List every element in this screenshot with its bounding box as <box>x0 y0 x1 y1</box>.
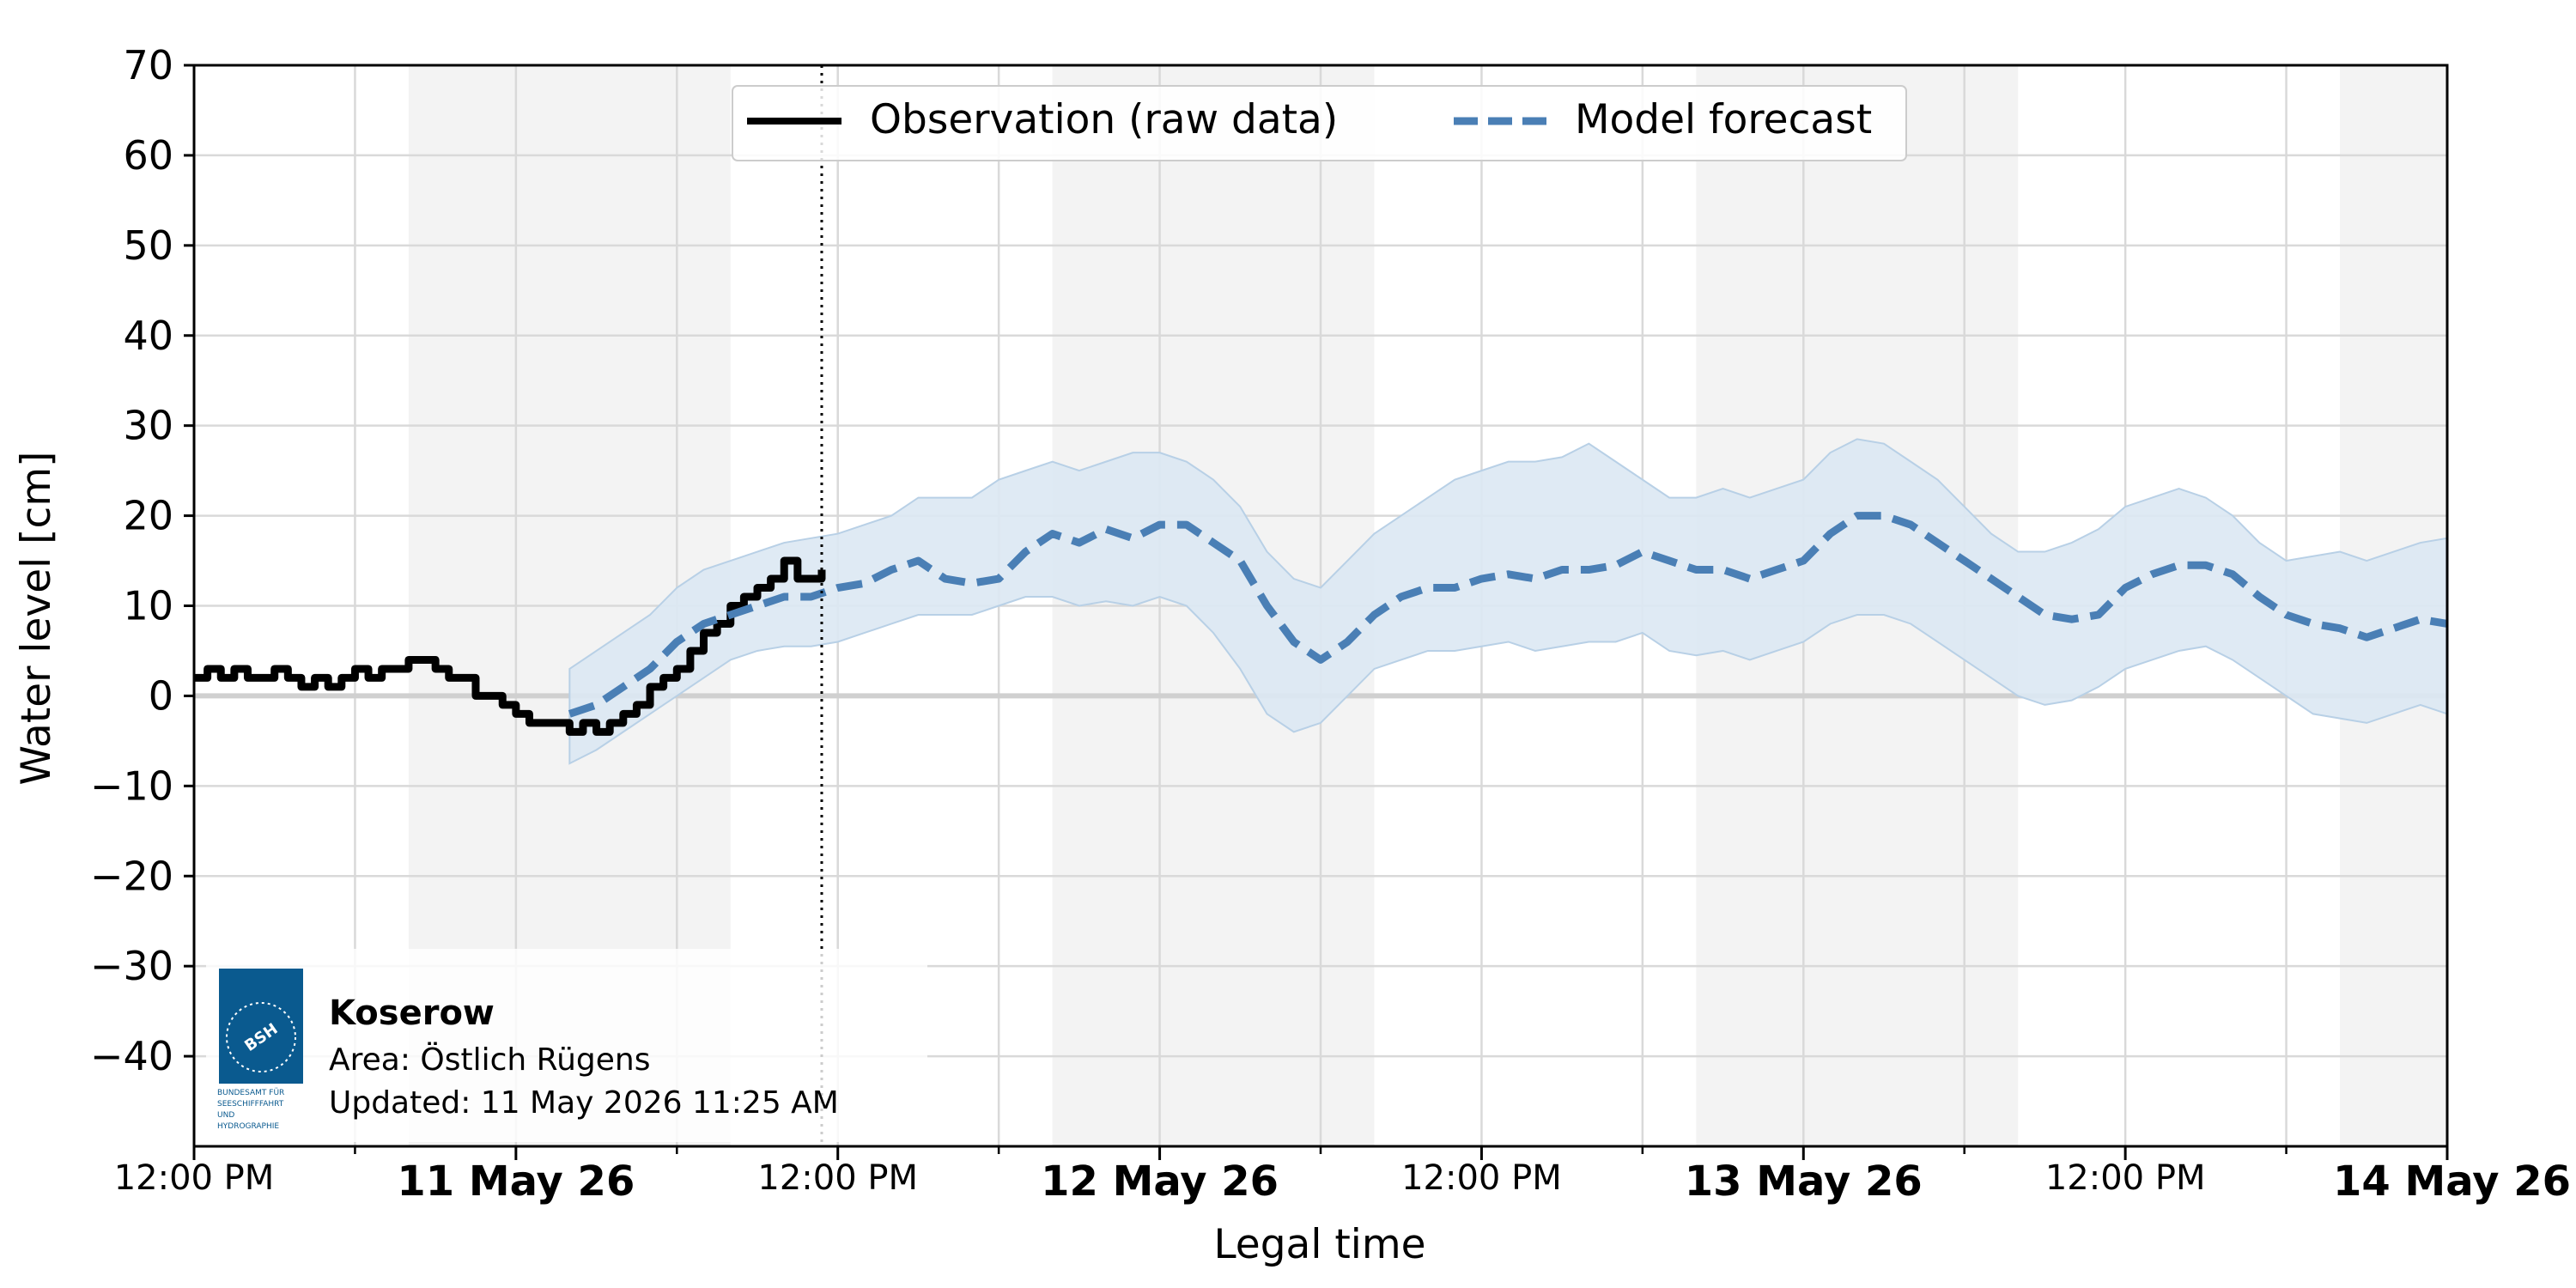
y-axis-ticks: 70 60 50 40 30 20 10 0 −10 −20 −30 −40 <box>90 42 194 1079</box>
x-tick-label: 12:00 PM <box>114 1158 275 1198</box>
x-axis-ticks: 12:00 PM 11 May 26 12:00 PM 12 May 26 12:00 … <box>114 1146 2571 1206</box>
x-tick-label: 12:00 PM <box>757 1158 918 1198</box>
x-tick-label: 12:00 PM <box>2045 1158 2206 1198</box>
x-axis-label: Legal time <box>1213 1221 1425 1268</box>
x-tick-label: 12:00 PM <box>1401 1158 1562 1198</box>
x-tick-label: 12 May 26 <box>1041 1157 1279 1206</box>
y-tick-label: 50 <box>123 222 173 269</box>
legend-observation-label: Observation (raw data) <box>870 96 1338 143</box>
station-name: Koserow <box>329 993 495 1033</box>
x-tick-label: 13 May 26 <box>1685 1157 1923 1206</box>
logo-caption-3: UND <box>217 1111 234 1120</box>
legend-forecast-label: Model forecast <box>1575 96 1872 143</box>
station-info-box: BSH BUNDESAMT FÜR SEESCHIFFFAHRT UND HYD… <box>206 949 927 1142</box>
y-tick-label: −30 <box>90 943 173 989</box>
station-area: Area: Östlich Rügens <box>329 1042 650 1078</box>
y-tick-label: −40 <box>90 1033 173 1079</box>
legend-box <box>732 85 1907 161</box>
y-tick-label: 30 <box>123 403 173 449</box>
y-tick-label: 70 <box>123 42 173 88</box>
y-axis-label: Water level [cm] <box>13 452 60 786</box>
logo-caption-1: BUNDESAMT FÜR <box>217 1088 284 1097</box>
x-tick-label: 11 May 26 <box>397 1157 635 1206</box>
forecast-series <box>568 512 2448 718</box>
y-tick-label: 40 <box>123 313 173 359</box>
uncertainty-band-area <box>568 438 2448 765</box>
y-tick-label: 20 <box>123 493 173 539</box>
bsh-logo-icon: BSH BUNDESAMT FÜR SEESCHIFFFAHRT UND HYD… <box>217 969 303 1131</box>
y-tick-label: 10 <box>123 583 173 629</box>
y-tick-label: −20 <box>90 853 173 899</box>
y-tick-label: 0 <box>149 672 173 719</box>
forecast-line <box>568 512 2448 718</box>
logo-caption-2: SEESCHIFFFAHRT <box>217 1100 284 1109</box>
info-box-background <box>206 949 927 1142</box>
y-tick-label: 60 <box>123 132 173 179</box>
y-tick-label: −10 <box>90 762 173 809</box>
uncertainty-band <box>568 438 2448 765</box>
updated-time: Updated: 11 May 2026 11:25 AM <box>329 1085 839 1121</box>
legend: Observation (raw data) Model forecast <box>732 85 1907 161</box>
x-tick-label: 14 May 26 <box>2333 1157 2571 1206</box>
logo-caption-4: HYDROGRAPHIE <box>217 1122 279 1131</box>
observation-series <box>194 556 826 736</box>
observation-line <box>194 556 826 736</box>
